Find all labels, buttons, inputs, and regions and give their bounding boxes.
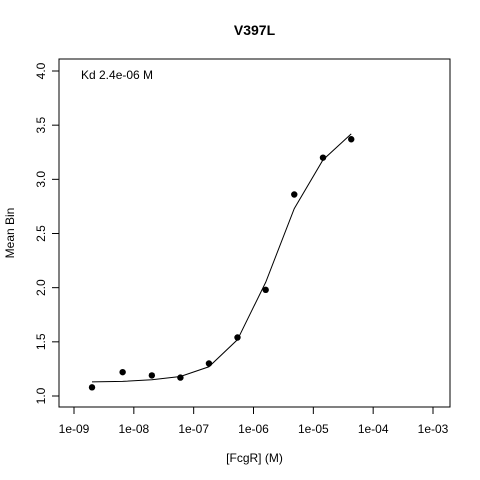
series-layer: [88, 133, 355, 391]
x-tick-label: 1e-08: [118, 422, 149, 436]
y-tick-label: 4.0: [34, 62, 48, 79]
data-point: [88, 384, 96, 391]
y-tick-label: 3.5: [34, 117, 48, 134]
data-point: [205, 360, 213, 367]
data-point: [119, 368, 126, 376]
y-tick-label: 1.0: [34, 387, 48, 404]
data-point: [291, 191, 298, 198]
x-tick-label: 1e-04: [358, 422, 389, 436]
data-point: [177, 374, 184, 381]
x-tick-label: 1e-07: [178, 422, 209, 436]
fit-curve: [92, 133, 352, 383]
y-tick-label: 2.5: [34, 225, 48, 242]
kd-annotation: Kd 2.4e-06 M: [81, 68, 153, 82]
x-tick-label: 1e-09: [59, 422, 90, 436]
x-tick-label: 1e-03: [418, 422, 449, 436]
y-axis-label: Mean Bin: [3, 208, 17, 259]
chart-title: V397L: [234, 22, 276, 38]
x-axis-label: [FcgR] (M): [226, 451, 283, 465]
data-point: [348, 136, 355, 143]
data-point: [262, 286, 269, 294]
y-tick-label: 3.0: [34, 171, 48, 188]
y-axis: 1.0 1.5 2.0 2.5 3.0 3.5 4.0: [34, 62, 60, 404]
x-tick-label: 1e-06: [238, 422, 269, 436]
data-point: [234, 334, 241, 341]
x-axis: 1e-09 1e-08 1e-07 1e-06 1e-05 1e-04 1e-03: [59, 406, 449, 436]
y-tick-label: 2.0: [34, 279, 48, 296]
data-point: [148, 372, 156, 379]
x-tick-label: 1e-05: [298, 422, 329, 436]
data-point: [319, 154, 327, 161]
y-tick-label: 1.5: [34, 333, 48, 350]
